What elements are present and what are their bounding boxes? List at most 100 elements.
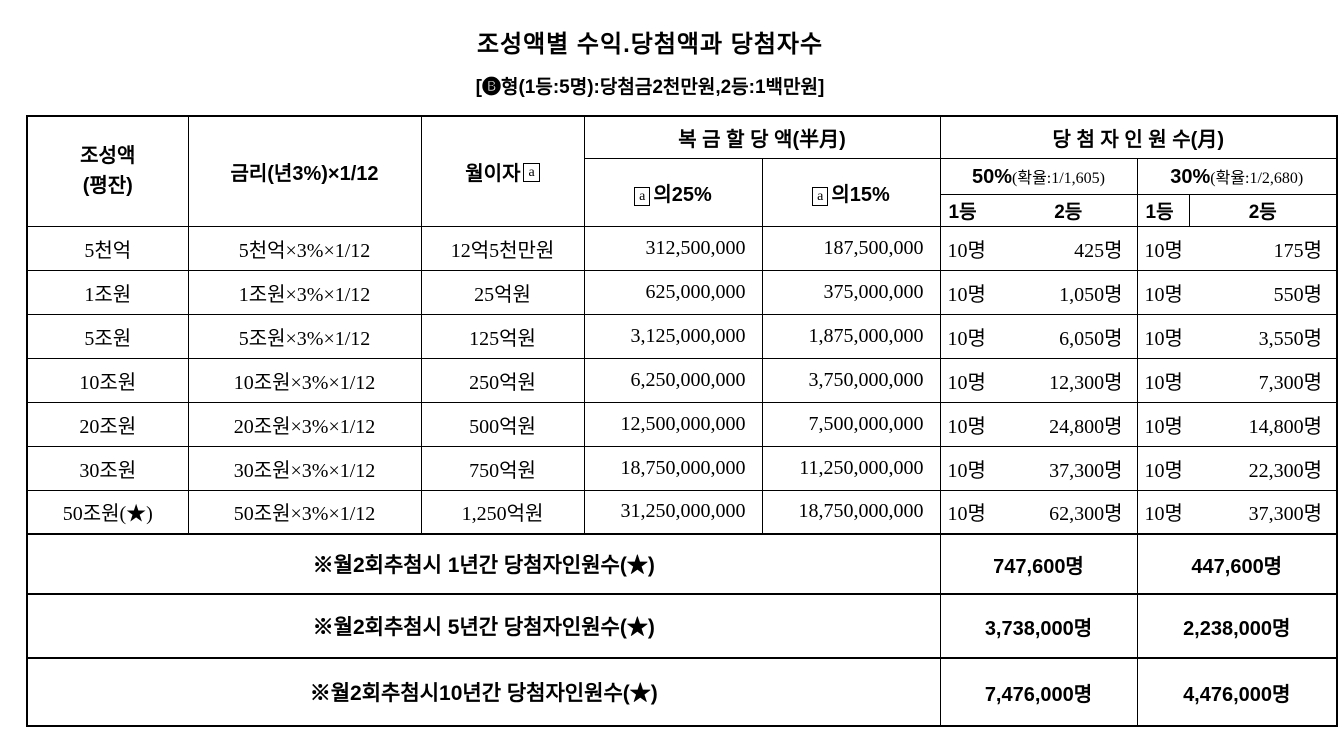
footer-value-50: 7,476,000명 <box>939 657 1138 727</box>
cell-w30-rank1: 10명 <box>1144 459 1183 482</box>
cell-w50-rank1: 10명 <box>947 283 986 306</box>
boxed-a-marker: a <box>523 162 540 182</box>
header-monthly-interest: 월이자 a <box>420 115 585 227</box>
header-50pct-rank2: 2등 <box>1000 193 1138 227</box>
cell-w30-rank1: 10명 <box>1144 239 1183 262</box>
header-row-3: 1등 2등 1등 2등 <box>27 193 1338 227</box>
cell-w30-rank1: 10명 <box>1144 503 1183 526</box>
cell-alloc15: 7,500,000,000 <box>761 401 941 447</box>
header-50pct-group: 50%(확율:1/1,605) <box>939 157 1138 195</box>
cell-monthly-interest: 500억원 <box>420 401 585 447</box>
cell-w50-rank1: 10명 <box>947 239 986 262</box>
cell-50pct-winners: 10명 62,300명 <box>939 489 1138 535</box>
cell-formula: 50조원×3%×1/12 <box>187 489 422 535</box>
cell-formula: 5천억×3%×1/12 <box>187 225 422 271</box>
cell-50pct-winners: 10명 6,050명 <box>939 313 1138 359</box>
cell-alloc25: 312,500,000 <box>583 225 763 271</box>
cell-w30-rank1: 10명 <box>1144 371 1183 394</box>
allocation-table: 조성액 (평잔) 금리(년3%)×1/12 월이자 a 복 금 할 당 액(半月)… <box>26 115 1338 727</box>
cell-w30-rank2: 175명 <box>1273 239 1322 262</box>
header-base-amount: 조성액 (평잔) <box>26 115 189 227</box>
header-30pct-rank1: 1등 <box>1136 193 1190 227</box>
cell-w30-rank2: 3,550명 <box>1258 327 1322 350</box>
cell-base: 5조원 <box>26 313 189 359</box>
cell-w30-rank2: 7,300명 <box>1258 371 1322 394</box>
cell-30pct-winners: 10명 175명 <box>1136 225 1338 271</box>
table-row: 10조원 10조원×3%×1/12 250억원 6,250,000,000 3,… <box>26 357 1338 403</box>
cell-monthly-interest: 125억원 <box>420 313 585 359</box>
cell-base: 50조원(★) <box>26 489 189 535</box>
header-base-line1: 조성액 <box>80 145 136 168</box>
cell-w50-rank1: 10명 <box>947 327 986 350</box>
cell-30pct-winners: 10명 22,300명 <box>1136 445 1338 491</box>
header-50pct-probability: (확율:1/1,605) <box>1012 169 1106 187</box>
footer-row: ※월2회추첨시10년간 당첨자인원수(★) 7,476,000명 4,476,0… <box>26 657 1338 727</box>
cell-w50-rank2: 37,300명 <box>1049 459 1123 482</box>
cell-w50-rank2: 12,300명 <box>1049 371 1123 394</box>
cell-formula: 1조원×3%×1/12 <box>187 269 422 315</box>
cell-w50-rank1: 10명 <box>947 371 986 394</box>
header-50pct-value: 50% <box>971 165 1013 188</box>
cell-base: 10조원 <box>26 357 189 403</box>
cell-w30-rank1: 10명 <box>1144 415 1183 438</box>
cell-w30-rank2: 37,300명 <box>1248 503 1322 526</box>
header-allocation-group: 복 금 할 당 액(半月) <box>583 115 941 159</box>
header-50pct-rank1: 1등 <box>939 193 1000 227</box>
page-title: 조성액별 수익.당첨액과 당첨자수 <box>476 31 824 58</box>
cell-50pct-winners: 10명 1,050명 <box>939 269 1138 315</box>
cell-50pct-winners: 10명 425명 <box>939 225 1138 271</box>
cell-50pct-winners: 10명 37,300명 <box>939 445 1138 491</box>
header-monthly-interest-label: 월이자 <box>465 162 521 185</box>
cell-alloc25: 6,250,000,000 <box>583 357 763 403</box>
cell-base: 5천억 <box>26 225 189 271</box>
footer-label: ※월2회추첨시10년간 당첨자인원수(★) <box>26 657 941 727</box>
cell-monthly-interest: 25억원 <box>420 269 585 315</box>
cell-w30-rank2: 550명 <box>1273 283 1322 306</box>
table-row: 5조원 5조원×3%×1/12 125억원 3,125,000,000 1,87… <box>26 313 1338 359</box>
cell-alloc25: 12,500,000,000 <box>583 401 763 447</box>
header-30pct-value: 30% <box>1170 165 1211 188</box>
cell-alloc15: 187,500,000 <box>761 225 941 271</box>
header-row-2: a 의25% a 의15% 50%(확율:1/1,605) 30%(확율:1/2,6… <box>27 157 1338 227</box>
cell-w50-rank2: 62,300명 <box>1049 503 1123 526</box>
cell-w50-rank2: 425명 <box>1074 239 1123 262</box>
cell-alloc25: 3,125,000,000 <box>583 313 763 359</box>
cell-alloc15: 1,875,000,000 <box>761 313 941 359</box>
cell-formula: 10조원×3%×1/12 <box>187 357 422 403</box>
cell-alloc25: 18,750,000,000 <box>583 445 763 491</box>
cell-alloc25: 31,250,000,000 <box>583 489 763 535</box>
cell-alloc15: 375,000,000 <box>761 269 941 315</box>
table-row: 20조원 20조원×3%×1/12 500억원 12,500,000,000 7… <box>26 401 1338 447</box>
cell-30pct-winners: 10명 37,300명 <box>1136 489 1338 535</box>
cell-w30-rank1: 10명 <box>1144 327 1183 350</box>
footer-value-30: 447,600명 <box>1136 533 1338 595</box>
table-row: 1조원 1조원×3%×1/12 25억원 625,000,000 375,000… <box>26 269 1338 315</box>
header-alloc-25-label: 의25% <box>653 183 712 206</box>
page-subtitle: [🅑형(1등:5명):당첨금2천만원,2등:1백만원] <box>475 77 825 98</box>
cell-monthly-interest: 750억원 <box>420 445 585 491</box>
cell-w30-rank2: 14,800명 <box>1248 415 1322 438</box>
cell-30pct-winners: 10명 14,800명 <box>1136 401 1338 447</box>
cell-50pct-winners: 10명 24,800명 <box>939 401 1138 447</box>
boxed-a-marker: a <box>812 186 829 206</box>
cell-base: 30조원 <box>26 445 189 491</box>
header-alloc-15: a 의15% <box>761 157 941 227</box>
header-30pct-probability: (확율:1/2,680) <box>1210 169 1304 187</box>
footer-row: ※월2회추첨시 5년간 당첨자인원수(★) 3,738,000명 2,238,0… <box>26 593 1338 659</box>
cell-monthly-interest: 250억원 <box>420 357 585 403</box>
header-alloc-15-label: 의15% <box>831 183 890 206</box>
footer-value-30: 4,476,000명 <box>1136 657 1338 727</box>
boxed-a-marker: a <box>634 186 651 206</box>
cell-w50-rank2: 1,050명 <box>1059 283 1123 306</box>
cell-base: 1조원 <box>26 269 189 315</box>
footer-value-50: 3,738,000명 <box>939 593 1138 659</box>
cell-base: 20조원 <box>26 401 189 447</box>
footer-label: ※월2회추첨시 1년간 당첨자인원수(★) <box>26 533 941 595</box>
header-alloc-25: a 의25% <box>583 157 763 227</box>
cell-w50-rank2: 6,050명 <box>1059 327 1123 350</box>
cell-alloc25: 625,000,000 <box>583 269 763 315</box>
header-winners-group: 당 첨 자 인 원 수(月) <box>939 115 1338 159</box>
table-row: 30조원 30조원×3%×1/12 750억원 18,750,000,000 1… <box>26 445 1338 491</box>
cell-30pct-winners: 10명 550명 <box>1136 269 1338 315</box>
